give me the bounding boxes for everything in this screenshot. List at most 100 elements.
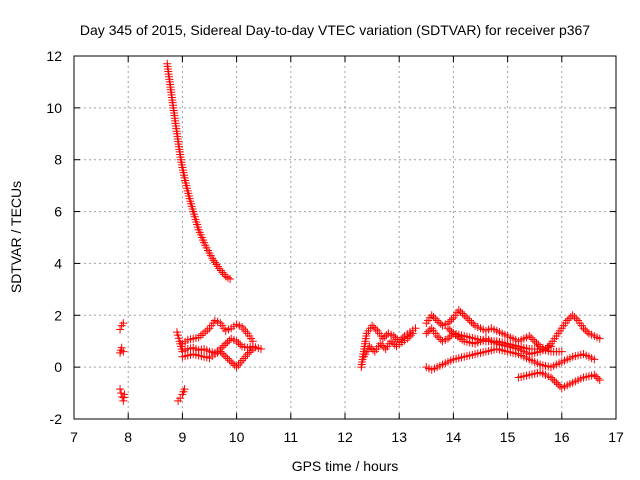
y-tick-label: 4 [54,255,62,271]
data-point [422,329,431,338]
series-sat-L [422,344,599,374]
data-point [550,376,559,385]
x-tick-label: 12 [337,429,353,445]
data-point [221,339,230,348]
data-point [463,314,472,323]
data-point [387,337,396,346]
data-point [572,314,581,323]
data-point [119,393,128,402]
x-axis-label: GPS time / hours [292,458,399,474]
x-tick-label: 15 [500,429,516,445]
data-point [218,268,227,277]
data-point [379,343,388,352]
x-tick-label: 7 [70,429,78,445]
x-tick-label: 10 [229,429,245,445]
series-sat-K [443,324,555,359]
data-point [429,313,438,322]
data-point [568,311,577,320]
data-point [209,256,218,265]
data-point [411,324,420,333]
data-point [213,262,222,271]
data-point [236,358,245,367]
x-tick-label: 9 [179,429,187,445]
data-point [245,348,254,357]
data-point [367,344,376,353]
data-point [119,396,128,405]
data-point [579,324,588,333]
data-point [595,334,604,343]
data-point [369,345,378,354]
data-point [469,319,478,328]
data-point [557,347,566,356]
series-sat-F [178,316,257,348]
data-point [378,341,387,350]
data-point [570,313,579,322]
data-point [528,335,537,344]
data-point [241,352,250,361]
data-point [433,332,442,341]
data-point [565,314,574,323]
data-point [226,274,235,283]
series-sat-E [178,344,257,372]
series-sat-A-mid [116,343,128,357]
series-sat-H [359,329,417,361]
x-tick-label: 8 [124,429,132,445]
data-point [371,325,380,334]
data-point [208,254,217,263]
data-point [388,338,397,347]
data-point [236,340,245,349]
data-point [378,334,387,343]
data-point [223,354,232,363]
data-point [220,270,229,279]
data-point [563,316,572,325]
tick-labels: 7 8 9 10 11 12 13 14 15 16 17 -2 0 2 4 6 8 10 12 [46,48,624,445]
data-point [119,347,128,356]
data-point [215,264,224,273]
data-point [239,354,248,363]
x-tick-label: 13 [391,429,407,445]
data-point [216,347,225,356]
data-point [391,333,400,342]
y-tick-label: 6 [54,204,62,220]
data-point [241,327,250,336]
data-point [219,341,228,350]
data-point [117,389,126,398]
data-point [223,338,232,347]
x-tick-label: 14 [446,429,462,445]
data-point [365,342,374,351]
data-point [548,375,557,384]
axis-ticks [73,55,617,420]
y-axis-label: SDTVAR / TECUs [8,181,24,293]
data-points [116,59,604,405]
data-point [238,322,247,331]
data-point [445,332,454,341]
x-tick-label: 16 [554,429,570,445]
data-point [221,352,230,361]
data-point [389,332,398,341]
data-point [433,316,442,325]
data-point [406,331,415,340]
data-point [234,360,243,369]
data-point [434,333,443,342]
data-point [424,327,433,336]
data-point [232,363,241,372]
data-point [369,323,378,332]
grid-lines [74,56,616,419]
data-point [431,314,440,323]
data-point [465,316,474,325]
y-tick-label: 12 [46,48,62,64]
data-point [232,337,241,346]
series-sat-I [422,306,604,353]
data-point [447,327,456,336]
x-tick-label: 17 [608,429,624,445]
data-point [376,339,385,348]
data-point [225,356,234,365]
series-sat-M [514,368,604,392]
data-point [583,327,592,336]
y-tick-label: 8 [54,152,62,168]
data-point [234,338,243,347]
data-point [554,380,563,389]
data-point [216,266,225,275]
data-point [530,337,539,346]
data-point [211,258,220,267]
